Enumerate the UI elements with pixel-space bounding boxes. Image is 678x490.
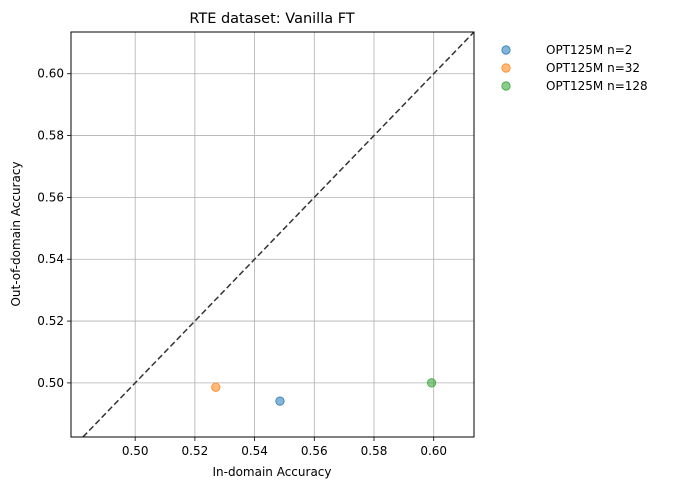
data-point-series-3 <box>427 378 437 388</box>
data-point-series-1 <box>275 396 285 406</box>
y-axis-ticks: 0.50 0.52 0.54 0.56 0.58 0.60 <box>37 67 71 390</box>
chart-title: RTE dataset: Vanilla FT <box>189 11 354 27</box>
x-tick-label: 0.58 <box>361 444 388 458</box>
data-points <box>211 378 437 406</box>
x-axis-ticks: 0.50 0.52 0.54 0.56 0.58 0.60 <box>122 437 447 458</box>
data-point-series-2 <box>211 382 221 392</box>
y-tick-label: 0.52 <box>37 314 64 328</box>
legend-marker-series-3 <box>501 81 511 91</box>
legend-marker-series-1 <box>501 45 511 55</box>
grid <box>71 32 474 437</box>
diagonal-y-equals-x <box>82 31 475 438</box>
y-tick-label: 0.56 <box>37 190 64 204</box>
x-tick-label: 0.56 <box>301 444 328 458</box>
legend: OPT125M n=2 OPT125M n=32 OPT125M n=128 <box>501 43 648 93</box>
x-tick-label: 0.50 <box>122 444 149 458</box>
y-tick-label: 0.50 <box>37 376 64 390</box>
y-tick-label: 0.54 <box>37 252 64 266</box>
diagonal-line <box>82 31 475 438</box>
x-axis-label: In-domain Accuracy <box>212 465 331 479</box>
legend-label-series-2: OPT125M n=32 <box>546 61 640 75</box>
legend-label-series-1: OPT125M n=2 <box>546 43 632 57</box>
legend-marker-series-2 <box>501 63 511 73</box>
x-tick-label: 0.60 <box>420 444 447 458</box>
x-tick-label: 0.52 <box>182 444 209 458</box>
plot-frame <box>70 31 475 438</box>
legend-label-series-3: OPT125M n=128 <box>546 79 648 93</box>
y-tick-label: 0.60 <box>37 67 64 81</box>
y-axis-label: Out-of-domain Accuracy <box>9 161 23 306</box>
y-tick-label: 0.58 <box>37 129 64 143</box>
x-tick-label: 0.54 <box>241 444 268 458</box>
